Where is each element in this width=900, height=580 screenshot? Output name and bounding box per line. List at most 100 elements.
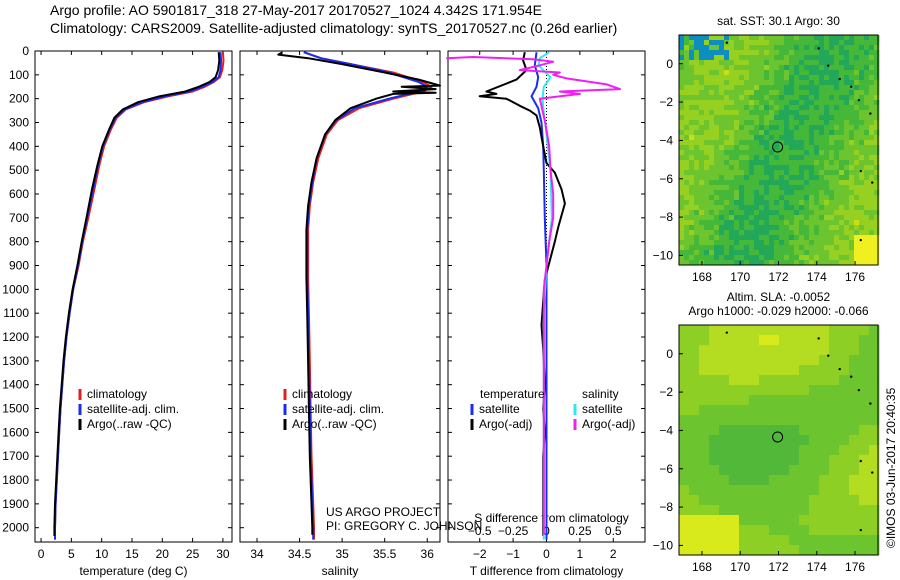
- map-cell: [739, 355, 750, 366]
- map-cell: [829, 70, 835, 76]
- map-cell: [849, 160, 855, 166]
- map-cell: [764, 115, 770, 121]
- map-cell: [804, 140, 810, 146]
- map-cell: [739, 60, 745, 66]
- map-cell: [834, 50, 840, 56]
- map-cell: [724, 65, 730, 71]
- map-cell: [729, 60, 735, 66]
- map-cell: [824, 200, 830, 206]
- map-cell: [844, 190, 850, 196]
- map-cell: [689, 185, 695, 191]
- map-cell: [684, 180, 690, 186]
- map-cell: [684, 160, 690, 166]
- map-cell: [869, 235, 875, 241]
- map-cell: [704, 60, 710, 66]
- map-cell: [804, 120, 810, 126]
- map-cell: [789, 435, 800, 446]
- map-cell: [789, 60, 795, 66]
- map-cell: [809, 240, 815, 246]
- map-cell: [754, 150, 760, 156]
- map-cell: [754, 115, 760, 121]
- map-cell: [859, 215, 865, 221]
- y-tick-label: 1500: [2, 402, 29, 416]
- map-cell: [744, 185, 750, 191]
- map-cell: [749, 230, 755, 236]
- map-cell: [744, 90, 750, 96]
- map-cell: [824, 180, 830, 186]
- map-cell: [714, 165, 720, 171]
- map-cell: [699, 115, 705, 121]
- map-cell: [769, 40, 775, 46]
- map-cell: [844, 95, 850, 101]
- map-cell: [719, 80, 725, 86]
- map-cell: [739, 405, 750, 416]
- map-cell: [724, 85, 730, 91]
- map-cell: [734, 225, 740, 231]
- map-cell: [859, 425, 870, 436]
- map-cell: [779, 345, 790, 356]
- map-cell: [709, 155, 715, 161]
- map-cell: [854, 235, 860, 241]
- map-cell: [809, 465, 820, 476]
- map-cell: [704, 155, 710, 161]
- map-cell: [729, 325, 740, 336]
- map-cell: [744, 35, 750, 41]
- map-cell: [769, 45, 775, 51]
- map-cell: [774, 210, 780, 216]
- map-cell: [729, 455, 740, 466]
- map-cell: [789, 215, 795, 221]
- map-cell: [839, 435, 850, 446]
- y-tick-label: 2000: [2, 521, 29, 535]
- map-cell: [779, 195, 785, 201]
- map-cell: [824, 165, 830, 171]
- map-cell: [854, 40, 860, 46]
- map-cell: [814, 245, 820, 251]
- map-cell: [839, 90, 845, 96]
- map-cell: [699, 105, 705, 111]
- map-cell: [779, 335, 790, 346]
- legend-label: satellite-adj. clim.: [292, 402, 384, 416]
- map-cell: [809, 245, 815, 251]
- map-cell: [754, 90, 760, 96]
- map-cell: [784, 110, 790, 116]
- map-cell: [694, 85, 700, 91]
- map-cell: [729, 190, 735, 196]
- map-cell: [749, 160, 755, 166]
- map-cell: [799, 35, 805, 41]
- map-cell: [709, 165, 715, 171]
- map-cell: [849, 210, 855, 216]
- map-cell: [704, 140, 710, 146]
- map-cell: [684, 230, 690, 236]
- map-cell: [689, 90, 695, 96]
- map-cell: [734, 85, 740, 91]
- map-cell: [699, 515, 710, 526]
- map-cell: [869, 435, 880, 446]
- map-cell: [864, 215, 870, 221]
- map-cell: [739, 335, 750, 346]
- island-mark: [859, 238, 862, 242]
- map-cell: [679, 405, 690, 416]
- map-cell: [714, 100, 720, 106]
- map-cell: [869, 150, 875, 156]
- y-tick-label: −10: [653, 538, 674, 552]
- map-cell: [729, 165, 735, 171]
- map-cell: [774, 230, 780, 236]
- map-cell: [779, 205, 785, 211]
- map-cell: [719, 180, 725, 186]
- map-cell: [854, 260, 860, 266]
- map-cell: [819, 55, 825, 61]
- map-cell: [774, 225, 780, 231]
- map-cell: [874, 230, 880, 236]
- map-cell: [749, 90, 755, 96]
- map-cell: [769, 215, 775, 221]
- map-cell: [709, 105, 715, 111]
- map-cell: [719, 455, 730, 466]
- map-cell: [694, 110, 700, 116]
- map-cell: [869, 80, 875, 86]
- map-cell: [689, 325, 700, 336]
- map-cell: [849, 395, 860, 406]
- map-cell: [689, 210, 695, 216]
- map-cell: [779, 150, 785, 156]
- map-cell: [769, 135, 775, 141]
- map-cell: [699, 80, 705, 86]
